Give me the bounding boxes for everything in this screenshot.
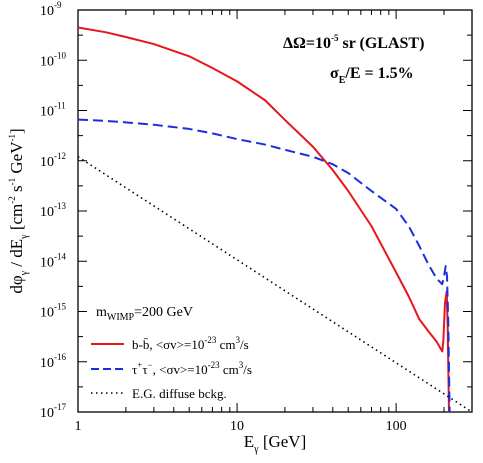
axis-ticks [77, 9, 473, 413]
series-line-bb [78, 26, 450, 412]
y-tick-label: 10-11 [40, 101, 66, 120]
annotation-energy-resolution: σE/E = 1.5% [330, 65, 414, 86]
y-tick-label: 10-14 [40, 251, 66, 270]
y-tick-label: 10-17 [40, 402, 66, 421]
series-group [78, 26, 472, 412]
legend-label-background: E.G. diffuse bckg. [132, 386, 227, 401]
y-axis-title: dφγ / dEγ [cm-2 s-1 GeV-1] [7, 128, 30, 293]
y-tick-labels: 10-17 10-16 10-15 10-14 10-13 10-12 10-11 10-10… [40, 0, 66, 421]
y-tick-label: 10-16 [40, 352, 66, 371]
legend-label-tautau: τ+τ−, <σv>=10-23 cm3/s [132, 360, 252, 377]
y-tick-label: 10-12 [40, 151, 66, 170]
y-tick-label: 10-13 [40, 201, 66, 220]
x-tick-label: 1 [75, 419, 82, 434]
x-tick-label: 100 [386, 419, 407, 434]
legend-label-bb: b-b̄, <σv>=10-23 cm3/s [132, 335, 249, 352]
annotation-wimp-mass: mWIMP=200 GeV [96, 305, 193, 323]
x-axis-title: Eγ [GeV] [244, 432, 306, 455]
x-tick-labels: 1 10 100 [75, 419, 407, 434]
y-tick-label: 10-10 [40, 50, 66, 69]
x-tick-label: 10 [230, 419, 244, 434]
y-tick-label: 10-9 [40, 0, 62, 19]
series-line-tautau [78, 118, 451, 412]
y-tick-label: 10-15 [40, 302, 66, 321]
legend: b-b̄, <σv>=10-23 cm3/s τ+τ−, <σv>=10-23 … [91, 335, 252, 401]
annotation-solid-angle: ΔΩ=10-5 sr (GLAST) [283, 33, 424, 52]
series-line-background [78, 156, 472, 412]
